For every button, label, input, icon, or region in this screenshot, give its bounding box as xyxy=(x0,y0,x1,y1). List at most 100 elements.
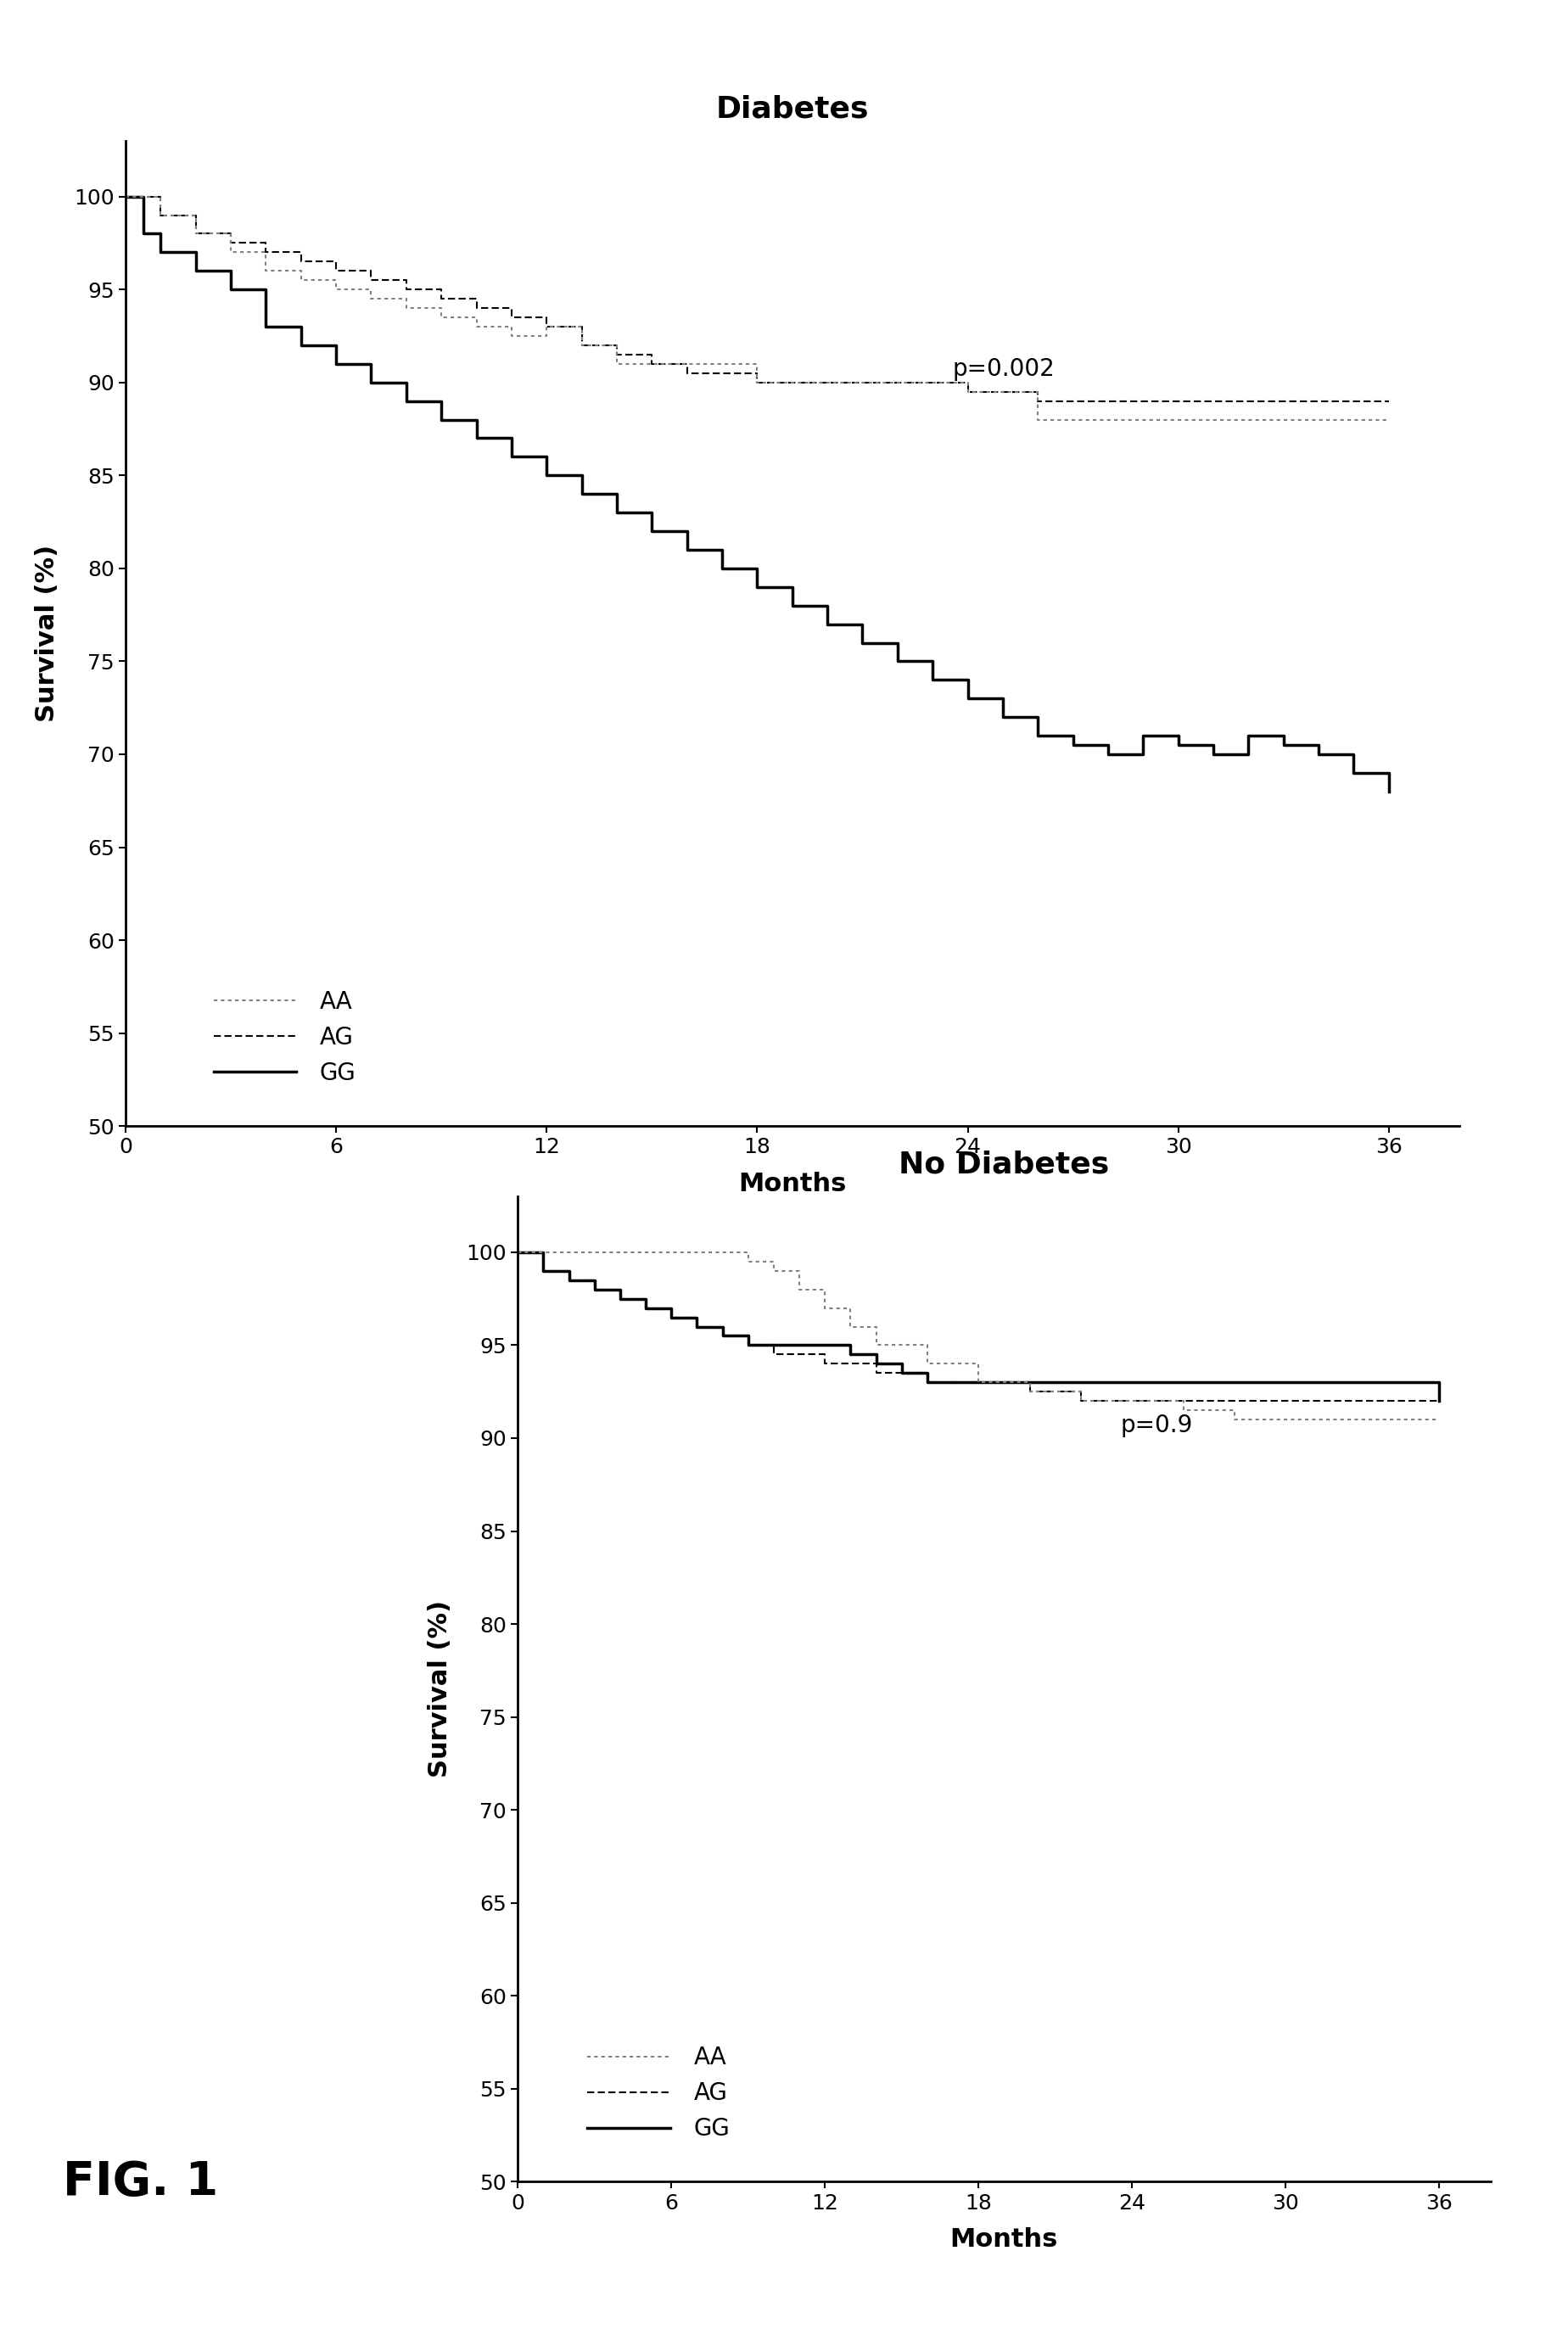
GG xyxy=(221,274,240,303)
AA xyxy=(815,1295,834,1323)
AG xyxy=(887,368,906,396)
AA xyxy=(887,368,906,396)
GG xyxy=(866,1349,884,1377)
GG xyxy=(533,1257,552,1286)
AG xyxy=(536,312,555,340)
GG xyxy=(1378,1368,1397,1396)
AA xyxy=(840,1311,859,1340)
AA xyxy=(362,284,381,312)
GG xyxy=(887,647,906,676)
GG xyxy=(502,443,521,472)
AA xyxy=(789,1276,808,1304)
AG xyxy=(116,183,135,211)
AG xyxy=(607,340,626,368)
GG xyxy=(892,1358,911,1386)
AG xyxy=(151,202,169,230)
AG xyxy=(1098,387,1116,415)
GG xyxy=(1428,1386,1447,1415)
AG xyxy=(637,1295,655,1323)
GG xyxy=(815,1330,834,1358)
GG xyxy=(292,331,310,359)
AA xyxy=(866,1330,884,1358)
Title: No Diabetes: No Diabetes xyxy=(898,1150,1109,1178)
AG xyxy=(958,378,977,406)
AA xyxy=(536,312,555,340)
AG xyxy=(1327,1386,1345,1415)
AA xyxy=(560,1239,579,1267)
AG xyxy=(1239,387,1258,415)
AG xyxy=(1071,1386,1090,1415)
AG xyxy=(713,1321,732,1349)
AA xyxy=(739,1248,757,1276)
AA xyxy=(637,1239,655,1267)
GG xyxy=(1098,741,1116,769)
AG xyxy=(764,1340,782,1368)
AA xyxy=(397,293,416,321)
GG xyxy=(1063,732,1082,760)
AG xyxy=(1029,387,1047,415)
AA xyxy=(1275,1405,1294,1433)
GG xyxy=(1239,723,1258,751)
GG xyxy=(187,256,205,284)
AA xyxy=(187,221,205,249)
AG xyxy=(508,1239,527,1267)
AG xyxy=(326,256,345,284)
AG xyxy=(1275,1386,1294,1415)
AA xyxy=(292,265,310,293)
Y-axis label: Survival (%): Survival (%) xyxy=(426,1600,452,1778)
GG xyxy=(677,535,696,563)
Legend: AA, AG, GG: AA, AG, GG xyxy=(204,981,365,1096)
Legend: AA, AG, GG: AA, AG, GG xyxy=(579,2036,739,2151)
AG xyxy=(256,239,274,267)
Line: AG: AG xyxy=(517,1253,1438,1401)
GG xyxy=(1273,732,1292,760)
GG xyxy=(585,1276,604,1304)
GG xyxy=(958,685,977,713)
Line: GG: GG xyxy=(125,197,1388,791)
GG xyxy=(256,312,274,340)
GG xyxy=(151,239,169,267)
AA xyxy=(687,1239,706,1267)
AA xyxy=(713,1239,732,1267)
GG xyxy=(1378,777,1397,805)
GG xyxy=(662,1304,681,1333)
GG xyxy=(1168,732,1187,760)
AG xyxy=(1019,1377,1038,1405)
GG xyxy=(853,629,872,657)
GG xyxy=(713,1321,732,1349)
AA xyxy=(917,1349,936,1377)
AG xyxy=(1428,1386,1447,1415)
AG xyxy=(431,284,450,312)
GG xyxy=(1327,1368,1345,1396)
GG xyxy=(467,425,486,453)
AA xyxy=(572,331,591,359)
AG xyxy=(662,1304,681,1333)
GG xyxy=(610,1286,629,1314)
Text: p=0.002: p=0.002 xyxy=(952,357,1054,382)
GG xyxy=(764,1330,782,1358)
AG xyxy=(221,230,240,258)
AA xyxy=(116,183,135,211)
GG xyxy=(607,497,626,526)
AG xyxy=(1168,387,1187,415)
X-axis label: Months: Months xyxy=(950,2226,1057,2252)
GG xyxy=(116,183,135,211)
AA xyxy=(431,303,450,331)
GG xyxy=(643,516,662,544)
AA xyxy=(662,1239,681,1267)
GG xyxy=(1071,1368,1090,1396)
AG xyxy=(815,1349,834,1377)
GG xyxy=(362,368,381,396)
AA xyxy=(1327,1405,1345,1433)
GG xyxy=(1203,741,1221,769)
AA xyxy=(1378,1405,1397,1433)
AG xyxy=(1378,387,1397,415)
Y-axis label: Survival (%): Survival (%) xyxy=(34,544,60,723)
AA xyxy=(1168,406,1187,434)
AA xyxy=(502,321,521,350)
AA xyxy=(748,368,767,396)
AG xyxy=(502,303,521,331)
AA xyxy=(508,1239,527,1267)
AG xyxy=(1173,1386,1192,1415)
AA xyxy=(1378,406,1397,434)
